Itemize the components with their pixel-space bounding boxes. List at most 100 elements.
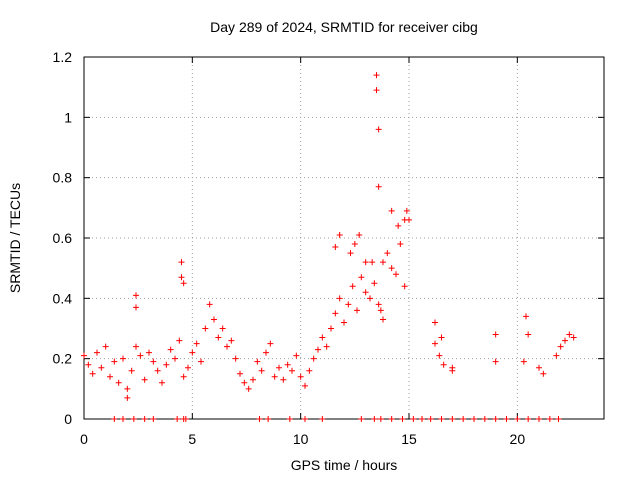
data-point (438, 416, 445, 422)
x-tick-label: 20 (510, 431, 526, 447)
data-point (319, 334, 326, 341)
data-point (323, 343, 330, 350)
data-point (388, 207, 395, 214)
data-point (289, 367, 295, 374)
data-point (115, 379, 122, 386)
data-point (438, 334, 445, 341)
data-point (388, 265, 395, 272)
data-point (449, 416, 456, 422)
data-point (410, 416, 417, 422)
data-point (141, 376, 148, 383)
data-point (310, 355, 317, 362)
data-point (332, 244, 339, 251)
data-point (245, 385, 252, 392)
data-point (393, 271, 399, 278)
data-point (284, 361, 291, 368)
data-point (525, 331, 532, 338)
y-tick-label: 1.2 (53, 49, 73, 65)
data-point (107, 373, 113, 380)
data-point (124, 385, 131, 392)
data-point (215, 334, 222, 341)
data-point (206, 301, 213, 308)
data-point (432, 319, 438, 326)
data-point (395, 222, 402, 229)
data-point (375, 301, 382, 308)
data-point (276, 364, 282, 371)
data-point (265, 416, 272, 422)
data-point (341, 319, 347, 326)
data-point (371, 416, 378, 422)
data-point (302, 382, 308, 389)
data-point (481, 416, 488, 422)
data-point (525, 416, 532, 422)
chart-title: Day 289 of 2024, SRMTID for receiver cib… (210, 19, 478, 35)
data-point (384, 250, 391, 257)
data-point (351, 241, 358, 248)
data-point (172, 355, 178, 362)
data-point (254, 358, 261, 365)
data-point (514, 416, 521, 422)
data-point (150, 416, 157, 422)
data-point (367, 295, 373, 302)
data-point (332, 310, 339, 317)
y-tick-label: 0 (64, 411, 72, 427)
data-point (241, 379, 248, 386)
data-point (286, 416, 293, 422)
data-point (562, 337, 568, 344)
data-point (211, 316, 217, 323)
data-point (401, 216, 408, 223)
data-point (302, 416, 308, 422)
y-tick-label: 0.8 (53, 170, 73, 186)
data-point (267, 340, 274, 347)
data-point (436, 352, 443, 359)
data-point (440, 361, 447, 368)
data-point (546, 416, 553, 422)
data-point (224, 343, 230, 350)
data-point (471, 416, 477, 422)
x-tick-label: 5 (188, 431, 196, 447)
data-point (133, 292, 139, 299)
data-point (280, 376, 287, 383)
data-point (345, 301, 352, 308)
data-point (356, 231, 363, 238)
data-point (432, 340, 438, 347)
data-point (401, 283, 408, 290)
data-point (403, 207, 410, 214)
data-point (503, 416, 510, 422)
data-point (460, 416, 467, 422)
data-point (111, 416, 118, 422)
data-point (540, 370, 547, 377)
x-axis-label: GPS time / hours (291, 457, 398, 473)
data-point (232, 355, 239, 362)
data-point (228, 337, 235, 344)
data-point (124, 394, 131, 401)
data-point (536, 416, 542, 422)
data-point (419, 416, 425, 422)
data-point (557, 343, 564, 350)
data-point (263, 349, 269, 356)
data-point (271, 373, 278, 380)
data-point (427, 416, 434, 422)
data-point (256, 416, 263, 422)
data-point (380, 316, 386, 323)
data-point (85, 361, 92, 368)
data-point (141, 416, 148, 422)
data-point (182, 416, 189, 422)
data-point (120, 355, 126, 362)
data-point (133, 304, 139, 311)
data-point (553, 352, 560, 359)
data-point (492, 358, 499, 365)
data-point (150, 358, 157, 365)
data-point (180, 373, 187, 380)
data-point (98, 364, 105, 371)
data-point (358, 416, 365, 422)
x-tick-label: 15 (401, 431, 417, 447)
data-point (174, 416, 181, 422)
data-point (555, 416, 562, 422)
data-point (178, 259, 185, 266)
data-point (120, 416, 126, 422)
y-tick-label: 0.2 (53, 351, 73, 367)
data-point (133, 343, 139, 350)
